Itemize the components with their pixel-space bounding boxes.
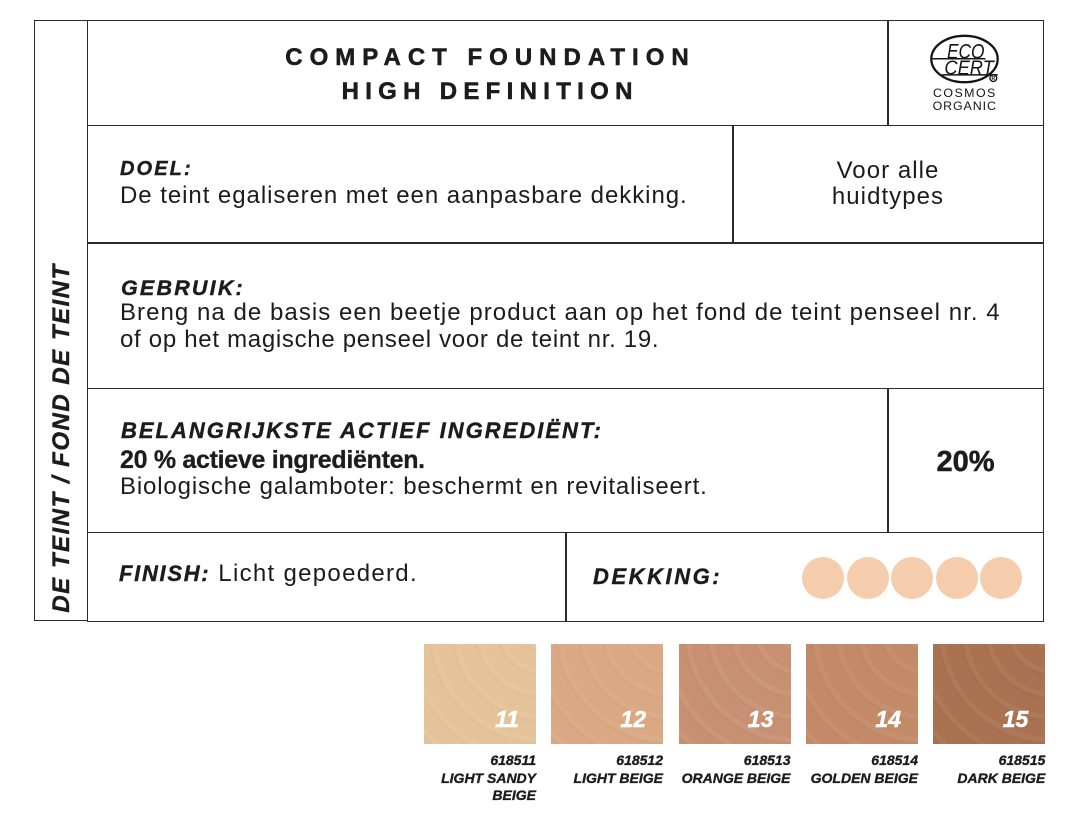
- svg-text:CERT: CERT: [944, 58, 995, 80]
- svg-text:ORGANIC: ORGANIC: [933, 99, 996, 113]
- svg-text:R: R: [991, 76, 995, 82]
- svg-text:COSMOS: COSMOS: [933, 86, 995, 100]
